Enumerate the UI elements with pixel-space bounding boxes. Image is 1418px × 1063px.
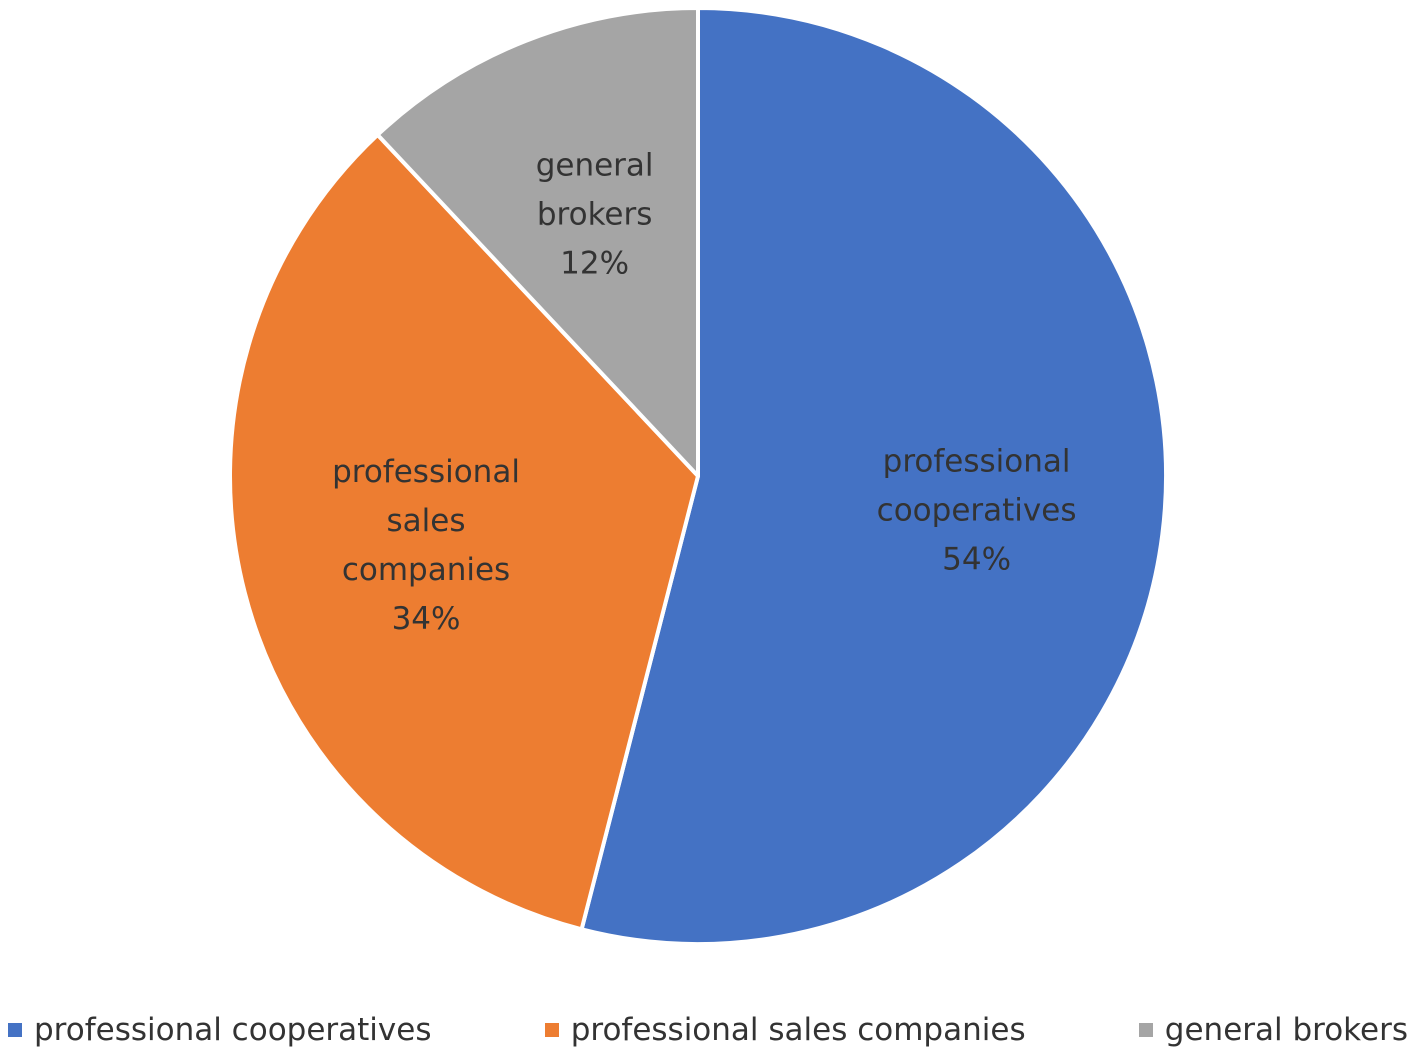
data-label: general brokers 12% xyxy=(480,141,710,288)
legend-swatch xyxy=(1138,1023,1153,1037)
legend-swatch xyxy=(8,1023,22,1037)
data-label-value: 12% xyxy=(560,245,630,282)
legend-item: general brokers xyxy=(1138,1012,1408,1048)
legend: professional cooperatives professional sa… xyxy=(0,1012,1418,1048)
legend-label: professional cooperatives xyxy=(34,1012,432,1048)
data-label-category: professional sales companies xyxy=(332,453,520,588)
legend-item: professional cooperatives xyxy=(8,1012,432,1048)
data-label-value: 34% xyxy=(391,600,461,637)
legend-label: professional sales companies xyxy=(570,1012,1026,1048)
pie-slice xyxy=(228,132,700,932)
data-label: professional cooperatives 54% xyxy=(862,438,1092,585)
data-label-category: professional cooperatives xyxy=(876,443,1077,529)
pie-slice xyxy=(375,6,700,478)
legend-swatch xyxy=(544,1023,559,1037)
data-label: professional sales companies 34% xyxy=(311,448,541,644)
pie-slice xyxy=(579,6,1168,946)
legend-item: professional sales companies xyxy=(544,1012,1026,1048)
data-label-category: general brokers xyxy=(535,147,654,233)
legend-label: general brokers xyxy=(1164,1012,1408,1048)
data-label-value: 54% xyxy=(942,541,1012,578)
